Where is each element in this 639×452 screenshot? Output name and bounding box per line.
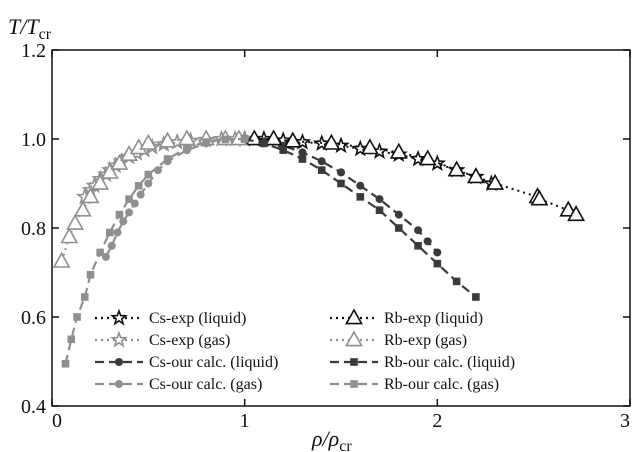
legend: Cs-exp (liquid) Cs-exp (gas) Cs-our calc. … — [95, 310, 515, 393]
legend-label: Cs-exp (liquid) — [149, 310, 246, 327]
data-point — [356, 182, 364, 190]
data-point — [222, 136, 230, 144]
data-point — [68, 216, 83, 230]
series-layer — [54, 131, 584, 368]
data-point — [164, 155, 172, 163]
data-point — [119, 217, 127, 225]
data-point — [279, 146, 287, 154]
y-tick-label: 0.8 — [21, 218, 46, 240]
legend-label: Cs-our calc. (liquid) — [149, 354, 278, 371]
data-point — [472, 293, 480, 301]
data-point — [67, 335, 75, 343]
legend-label: Cs-exp (gas) — [149, 332, 230, 349]
data-point — [183, 144, 191, 152]
data-point — [395, 224, 403, 232]
data-point — [433, 248, 441, 256]
data-point — [114, 228, 122, 236]
data-point — [202, 138, 210, 146]
data-point — [125, 208, 133, 216]
data-point — [145, 171, 153, 179]
data-point — [337, 168, 345, 176]
legend-marker — [115, 380, 123, 388]
data-point — [125, 195, 133, 203]
data-point — [318, 166, 326, 174]
data-point — [299, 155, 307, 163]
data-point — [434, 260, 442, 268]
legend-marker — [112, 311, 125, 324]
data-point — [395, 211, 403, 219]
y-tick-label: 0.6 — [21, 307, 46, 329]
data-point — [96, 249, 104, 257]
legend-marker — [350, 358, 358, 366]
legend-item: Cs-exp (gas) — [95, 332, 230, 349]
data-point — [414, 226, 422, 234]
data-point — [73, 313, 81, 321]
x-tick-label: 1 — [240, 410, 250, 432]
data-point — [356, 193, 364, 201]
data-point — [87, 271, 95, 279]
svg-text:ρ/ρcr: ρ/ρcr — [311, 426, 352, 452]
svg-text:T/Tcr: T/Tcr — [8, 14, 52, 43]
data-point — [453, 278, 461, 286]
x-tick-label: 3 — [620, 410, 630, 432]
legend-label: Rb-exp (liquid) — [384, 310, 483, 327]
data-point — [298, 148, 306, 156]
data-point — [116, 211, 124, 219]
legend-item: Rb-our calc. (liquid) — [330, 354, 515, 371]
legend-item: Cs-our calc. (liquid) — [95, 354, 278, 371]
data-point — [318, 157, 326, 165]
legend-marker — [115, 358, 123, 366]
legend-marker — [350, 380, 358, 388]
data-point — [337, 180, 345, 188]
y-tick-label: 0.4 — [21, 396, 46, 418]
data-point — [424, 237, 432, 245]
y-axis-title: T/Tcr — [8, 14, 52, 43]
data-point — [106, 229, 114, 237]
data-point — [81, 293, 89, 301]
data-point — [260, 140, 268, 148]
series-4 — [247, 131, 584, 220]
data-point — [54, 253, 69, 267]
x-axis-title: ρ/ρcr — [311, 426, 352, 452]
series-6 — [241, 135, 480, 301]
data-point — [144, 180, 152, 188]
data-point — [108, 242, 116, 250]
y-tick-label: 1.0 — [21, 129, 46, 151]
data-point — [75, 202, 90, 216]
data-point — [241, 135, 249, 143]
legend-label: Rb-exp (gas) — [384, 332, 467, 349]
legend-marker — [112, 333, 125, 346]
data-point — [62, 360, 70, 368]
data-point — [414, 242, 422, 250]
legend-item: Rb-our calc. (gas) — [330, 376, 499, 393]
legend-item: Rb-exp (liquid) — [330, 310, 483, 327]
legend-item: Cs-exp (liquid) — [95, 310, 246, 327]
legend-label: Rb-our calc. (gas) — [384, 376, 499, 393]
plot-frame — [52, 50, 630, 406]
legend-label: Rb-our calc. (liquid) — [384, 354, 515, 371]
legend-marker — [346, 310, 361, 324]
data-point — [137, 191, 145, 199]
y-tick-label: 1.2 — [21, 40, 46, 62]
legend-item: Cs-our calc. (gas) — [95, 376, 262, 393]
x-tick-label: 0 — [52, 410, 62, 432]
series-line — [245, 139, 438, 253]
legend-label: Cs-our calc. (gas) — [149, 376, 262, 393]
legend-item: Rb-exp (gas) — [330, 332, 467, 349]
legend-marker — [346, 332, 361, 346]
data-point — [376, 195, 384, 203]
data-point — [135, 182, 143, 190]
data-point — [62, 229, 77, 243]
x-tick-label: 2 — [432, 410, 442, 432]
data-point — [376, 206, 384, 214]
